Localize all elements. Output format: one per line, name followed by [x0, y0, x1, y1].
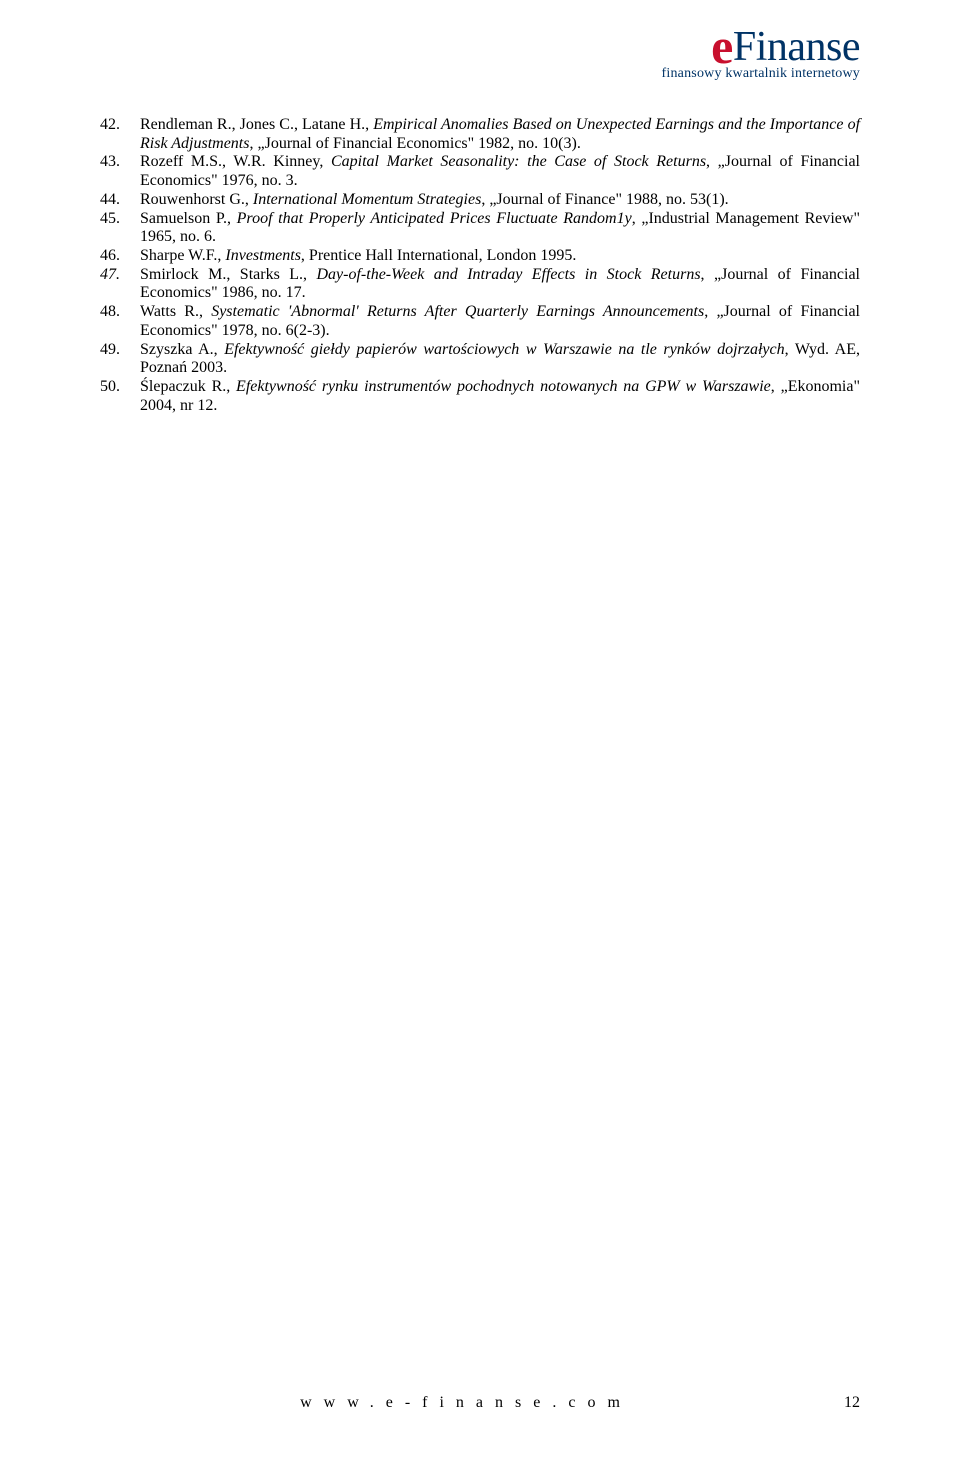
reference-number: 45.	[100, 210, 140, 247]
page-footer: www.e-finanse.com 12	[100, 1394, 860, 1412]
reference-author: Watts R.,	[140, 303, 211, 320]
reference-author: Rendleman R., Jones C., Latane H.,	[140, 116, 373, 133]
reference-title: Proof that Properly Anticipated Prices F…	[237, 210, 632, 227]
reference-body: Szyszka A., Efektywność giełdy papierów …	[140, 341, 860, 378]
reference-number: 46.	[100, 247, 140, 266]
logo-tagline: finansowy kwartalnik internetowy	[662, 66, 860, 82]
reference-tail: , „Journal of Financial Economics" 1982,…	[249, 135, 580, 152]
reference-tail: , Prentice Hall International, London 19…	[301, 247, 576, 264]
reference-author: Sharpe W.F.,	[140, 247, 225, 264]
reference-title: Efektywność rynku instrumentów pochodnyc…	[236, 378, 771, 395]
reference-author: Rozeff M.S., W.R. Kinney,	[140, 153, 331, 170]
reference-item: 46.Sharpe W.F., Investments, Prentice Ha…	[100, 247, 860, 266]
reference-author: Samuelson P.,	[140, 210, 237, 227]
reference-item: 42.Rendleman R., Jones C., Latane H., Em…	[100, 116, 860, 153]
page-container: eFinanse finansowy kwartalnik internetow…	[0, 0, 960, 1464]
reference-body: Sharpe W.F., Investments, Prentice Hall …	[140, 247, 860, 266]
reference-author: Smirlock M., Starks L.,	[140, 266, 317, 283]
reference-author: Rouwenhorst G.,	[140, 191, 253, 208]
reference-body: Rendleman R., Jones C., Latane H., Empir…	[140, 116, 860, 153]
reference-tail: , „Journal of Finance" 1988, no. 53(1).	[481, 191, 728, 208]
reference-item: 49.Szyszka A., Efektywność giełdy papier…	[100, 341, 860, 378]
reference-body: Smirlock M., Starks L., Day-of-the-Week …	[140, 266, 860, 303]
reference-body: Samuelson P., Proof that Properly Antici…	[140, 210, 860, 247]
reference-title: Capital Market Seasonality: the Case of …	[331, 153, 706, 170]
reference-author: Ślepaczuk R.,	[140, 378, 236, 395]
reference-number: 50.	[100, 378, 140, 415]
journal-logo: eFinanse finansowy kwartalnik internetow…	[662, 18, 860, 82]
reference-item: 45.Samuelson P., Proof that Properly Ant…	[100, 210, 860, 247]
footer-url: www.e-finanse.com	[100, 1394, 832, 1412]
reference-item: 47.Smirlock M., Starks L., Day-of-the-We…	[100, 266, 860, 303]
reference-list: 42.Rendleman R., Jones C., Latane H., Em…	[100, 116, 860, 416]
reference-author: Szyszka A.,	[140, 341, 224, 358]
reference-title: Investments	[225, 247, 301, 264]
reference-number: 44.	[100, 191, 140, 210]
reference-item: 44.Rouwenhorst G., International Momentu…	[100, 191, 860, 210]
reference-item: 48.Watts R., Systematic 'Abnormal' Retur…	[100, 303, 860, 340]
reference-body: Ślepaczuk R., Efektywność rynku instrume…	[140, 378, 860, 415]
logo-rest: Finanse	[733, 24, 860, 70]
reference-number: 43.	[100, 153, 140, 190]
reference-number: 42.	[100, 116, 140, 153]
reference-title: Efektywność giełdy papierów wartościowyc…	[224, 341, 784, 358]
reference-body: Watts R., Systematic 'Abnormal' Returns …	[140, 303, 860, 340]
reference-body: Rozeff M.S., W.R. Kinney, Capital Market…	[140, 153, 860, 190]
reference-title: Day-of-the-Week and Intraday Effects in …	[317, 266, 701, 283]
reference-title: International Momentum Strategies	[253, 191, 481, 208]
reference-title: Systematic 'Abnormal' Returns After Quar…	[211, 303, 704, 320]
reference-item: 50.Ślepaczuk R., Efektywność rynku instr…	[100, 378, 860, 415]
reference-number: 47.	[100, 266, 140, 303]
reference-number: 49.	[100, 341, 140, 378]
footer-page-number: 12	[832, 1394, 860, 1412]
logo-letter-e: e	[711, 18, 733, 74]
reference-number: 48.	[100, 303, 140, 340]
reference-item: 43.Rozeff M.S., W.R. Kinney, Capital Mar…	[100, 153, 860, 190]
reference-body: Rouwenhorst G., International Momentum S…	[140, 191, 860, 210]
logo-wordmark: eFinanse	[662, 18, 860, 68]
